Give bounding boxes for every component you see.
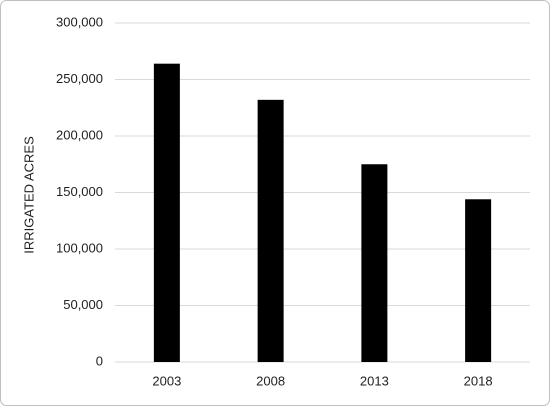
y-tick-label: 150,000	[56, 184, 103, 199]
y-tick-label: 250,000	[56, 71, 103, 86]
y-tick-label: 0	[96, 353, 103, 368]
bar	[465, 199, 492, 362]
bar	[361, 164, 388, 362]
x-tick-label: 2013	[360, 373, 389, 388]
y-tick-label: 300,000	[56, 14, 103, 29]
bar	[153, 63, 180, 363]
y-tick-label: 200,000	[56, 127, 103, 142]
y-axis-label: IRRIGATED ACRES	[21, 136, 36, 254]
x-tick-label: 2003	[152, 373, 181, 388]
y-tick-label: 100,000	[56, 240, 103, 255]
bar	[257, 99, 284, 362]
x-tick-label: 2008	[256, 373, 285, 388]
y-tick-label: 50,000	[63, 297, 103, 312]
x-tick-label: 2018	[464, 373, 493, 388]
